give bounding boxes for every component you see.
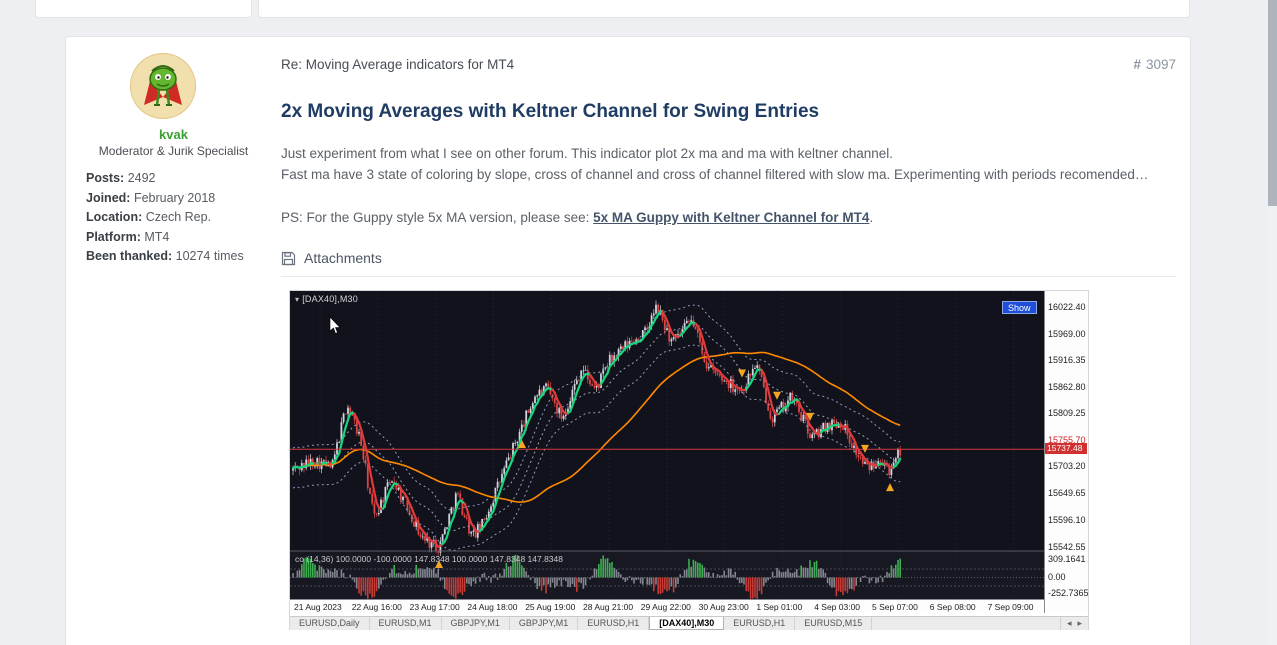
username-link[interactable]: kvak [159, 127, 188, 142]
post-subject: Re: Moving Average indicators for MT4 [281, 57, 515, 72]
oscillator-label: co (14,36) 100.0000 -100.0000 147.8348 1… [295, 554, 563, 564]
price-label: 15649.65 [1048, 488, 1086, 499]
oscillator-scale-label: -252.7365 [1048, 588, 1089, 598]
oscillator-scale-label: 0.00 [1048, 572, 1066, 582]
user-stat: Been thanked: 10274 times [86, 249, 244, 263]
post-number-link[interactable]: #3097 [1133, 57, 1176, 72]
chart-tab: EURUSD,M15 [795, 617, 873, 630]
previous-post-content-fragment [258, 0, 1190, 18]
chart-tab: GBPJPY,M1 [510, 617, 579, 630]
user-stat: Joined: February 2018 [86, 190, 216, 205]
attachments-header: Attachments [281, 250, 1176, 277]
scrollbar [1268, 0, 1277, 645]
tab-scroll-right-icon: ▸ [1077, 618, 1082, 628]
chart-tabs: EURUSD,Daily EURUSD,M1 GBPJPY,M1 GBPJPY,M1 E… [290, 617, 873, 630]
tab-scroll-left-icon: ◂ [1066, 618, 1072, 628]
post-card: kvak Moderator & Jurik Specialist Posts:… [65, 36, 1191, 645]
mt4-plot-area: ▾ [DAX40],M30 Show co (14,36) 100.0000 -1… [290, 291, 1044, 599]
post-paragraph-2: Fast ma have 3 state of coloring by slop… [281, 167, 1149, 182]
price-label: 15969.00 [1048, 328, 1086, 339]
chart-tab: GBPJPY,M1 [442, 617, 510, 630]
price-axis: 16022.40 15969.00 15916.35 15862.80 15809.25… [1044, 291, 1089, 613]
show-button: Show [1002, 301, 1037, 314]
user-stat: Platform: MT4 [86, 229, 170, 244]
ps-text: PS: For the Guppy style 5x MA version, p… [281, 210, 594, 225]
time-label: 30 Aug 23:00 [698, 602, 749, 612]
price-label: 15755.70 [1048, 435, 1086, 446]
price-label: 16022.40 [1048, 301, 1086, 312]
guppy-version-link[interactable]: 5x MA Guppy with Keltner Channel for MT4 [593, 210, 870, 225]
time-label: 1 Sep 01:00 [756, 602, 803, 612]
time-label: 24 Aug 18:00 [467, 602, 518, 612]
chart-symbol-text: [DAX40],M30 [302, 294, 358, 304]
post-number: 3097 [1145, 57, 1176, 72]
post-title: 2x Moving Averages with Keltner Channel … [281, 101, 820, 122]
hash-icon: # [1133, 57, 1141, 72]
user-stat: Location: Czech Rep. [86, 210, 212, 224]
chart-tab: [DAX40],M30 [649, 617, 725, 630]
price-label: 15542.55 [1048, 541, 1086, 552]
time-axis: 21 Aug 2023 22 Aug 16:00 23 Aug 17:00 24 Au… [290, 599, 1044, 613]
time-label: 29 Aug 22:00 [640, 602, 691, 612]
attachment-chart-image[interactable]: ▾ [DAX40],M30 Show co (14,36) 100.0000 -1… [289, 290, 1089, 630]
time-label: 5 Sep 07:00 [872, 602, 918, 612]
time-label: 23 Aug 17:00 [409, 602, 460, 612]
time-label: 28 Aug 21:00 [583, 602, 634, 612]
price-label: 15862.80 [1048, 381, 1086, 392]
mt4-chart-canvas [290, 291, 1044, 604]
chart-tab: EURUSD,H1 [578, 617, 650, 630]
chart-tab-nav: ◂ ▸ [1059, 617, 1088, 630]
current-price-tag: 15737.48 [1045, 443, 1087, 455]
user-stats: Posts: 2492 Joined: February 2018 Location… [86, 169, 276, 267]
chart-tab: EURUSD,Daily [290, 617, 370, 630]
post-content: Re: Moving Average indicators for MT4 #3… [281, 37, 1176, 630]
avatar[interactable] [130, 53, 196, 119]
user-stat: Posts: 2492 [86, 171, 156, 185]
scrollbar-thumb[interactable] [1268, 0, 1277, 206]
oscillator-scale-label: 309.1641 [1048, 554, 1086, 564]
attachments-label: Attachments [304, 250, 382, 266]
chart-tab: EURUSD,H1 [724, 617, 796, 630]
price-label: 15703.20 [1048, 461, 1086, 472]
post-paragraph-1: Just experiment from what I see on other… [281, 146, 894, 161]
chart-tab: EURUSD,M1 [370, 617, 442, 630]
time-label: 7 Sep 09:00 [987, 602, 1034, 612]
post-ps-line: PS: For the Guppy style 5x MA version, p… [281, 207, 1176, 228]
ps-period: . [869, 210, 874, 225]
previous-post-sidebar-fragment [35, 0, 252, 18]
chart-tab-bar: EURUSD,Daily EURUSD,M1 GBPJPY,M1 GBPJPY,M1 E… [290, 616, 1088, 630]
chart-symbol-label: ▾ [DAX40],M30 [295, 294, 358, 304]
price-label: 15809.25 [1048, 408, 1086, 419]
post-header: Re: Moving Average indicators for MT4 #3… [281, 57, 1176, 72]
time-label: 25 Aug 19:00 [525, 602, 576, 612]
time-label: 6 Sep 08:00 [929, 602, 976, 612]
price-label: 15596.10 [1048, 514, 1086, 525]
collapse-triangle-icon: ▾ [295, 295, 300, 304]
floppy-disk-icon [281, 251, 296, 266]
time-label: 21 Aug 2023 [294, 602, 342, 612]
time-label: 22 Aug 16:00 [351, 602, 402, 612]
price-label: 15916.35 [1048, 354, 1086, 365]
time-label: 4 Sep 03:00 [814, 602, 861, 612]
user-role: Moderator & Jurik Specialist [98, 144, 249, 158]
